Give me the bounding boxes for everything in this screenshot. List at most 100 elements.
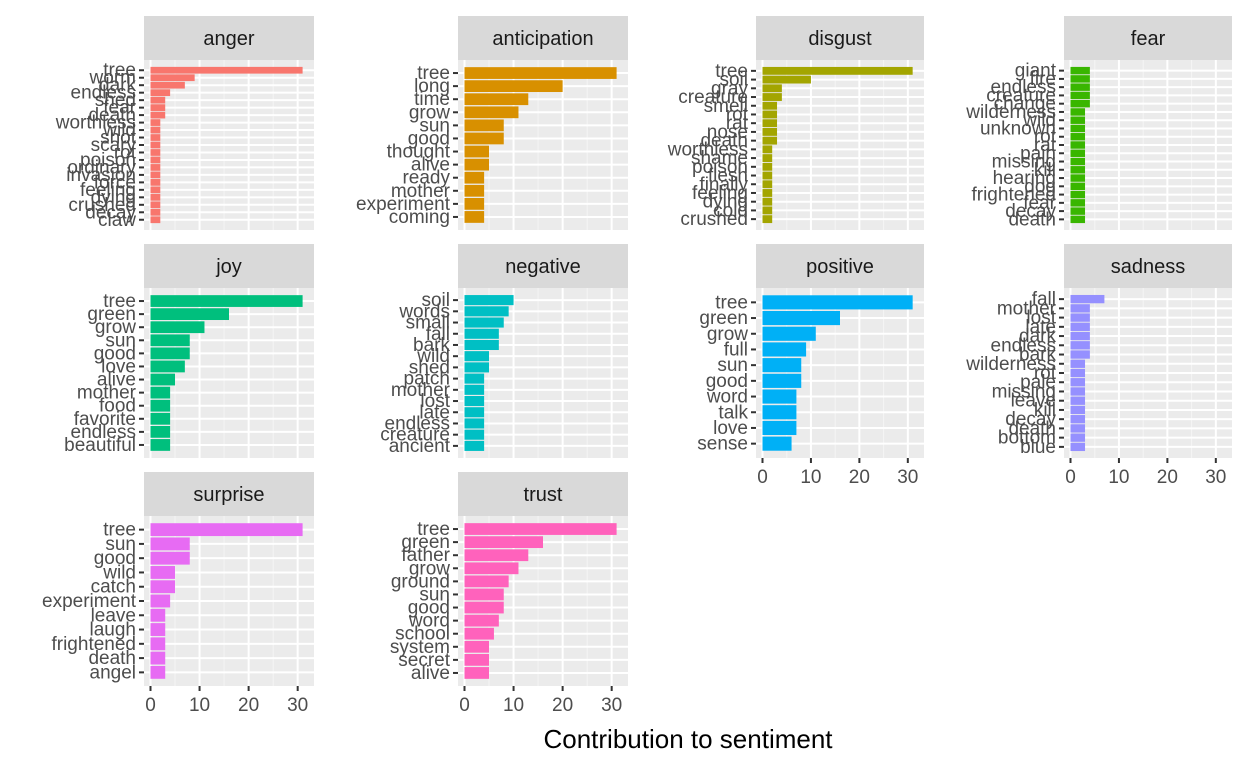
y-tick-label: talk [718,402,748,423]
y-tick-label: coming [389,207,450,228]
y-tick-label: death [88,105,136,126]
y-tick-label: kill [1034,160,1056,181]
y-tick-label: tree [417,63,450,84]
bar [150,186,161,194]
y-tick-label: sense [697,434,748,455]
bar [762,119,778,128]
y-tick-label: shame [691,148,748,169]
bar [150,439,171,451]
y-tick-label: creature [986,85,1056,106]
facet-strip-label: joy [215,256,242,278]
y-tick-label: wilderness [965,102,1056,123]
y-tick-label: word [408,611,450,632]
y-tick-label: experiment [42,591,137,612]
y-tick-label: pain [1020,143,1056,164]
y-tick-label: missing [992,381,1056,402]
y-tick-label: favorite [74,409,136,430]
bar [150,425,171,438]
y-tick-label: cold [713,200,748,221]
facet-strip-label: sadness [1111,256,1186,278]
y-tick-label: tree [417,519,450,540]
bar [150,373,176,386]
bar [762,171,773,180]
bar [150,208,161,216]
bar [464,80,563,93]
y-tick-label: worm [89,68,136,89]
bar [1070,433,1086,442]
bar [464,575,509,588]
facet-surprise: surprise treesungoodwildcatchexperimentle… [42,472,314,716]
bar [1070,190,1086,199]
bar [1070,378,1086,387]
y-tick-label: angel [90,662,137,683]
bar [150,537,190,551]
bar [464,362,490,373]
facet-strip-label: trust [524,484,563,506]
bar [762,373,802,388]
y-tick-label: ordinary [67,157,136,178]
y-tick-label: beautiful [64,435,136,456]
bar [762,405,797,420]
bar [762,127,778,136]
y-tick-label: lost [1026,308,1056,329]
bar [150,119,161,126]
bar [1070,75,1090,83]
y-tick-label: rat [726,113,749,134]
bar [150,386,171,399]
y-tick-label: endless [991,335,1057,356]
bar [1070,405,1086,415]
bar [464,328,499,339]
y-tick-label: word [706,387,748,408]
y-tick-label: thought [387,142,451,163]
y-tick-label: full [724,339,748,360]
y-tick-label: sun [105,534,136,555]
facet-strip [1064,244,1232,288]
y-tick-label: fire [1030,69,1056,90]
y-tick-label: kill [1034,400,1056,421]
y-tick-label: leave [1011,391,1056,412]
bar [150,580,176,594]
bar [762,189,773,197]
bar [464,106,519,119]
facet-positive: positive treegreengrowfullsungoodwordtalk… [697,244,924,488]
y-tick-label: frightened [51,634,136,655]
y-tick-label: worthless [667,139,748,160]
y-tick-label: rot [1034,127,1057,148]
x-tick-label: 10 [1108,467,1129,488]
y-tick-label: poison [692,157,748,178]
y-tick-label: feeling [80,180,136,201]
y-tick-label: smell [704,96,748,117]
y-tick-label: decay [85,202,136,223]
bar [150,149,161,156]
facet-strip [144,244,314,288]
x-tick-label: 10 [800,467,821,488]
y-tick-label: death [1008,209,1056,230]
bar [464,306,509,317]
y-tick-label: endless [71,83,137,104]
y-tick-label: decay [1005,409,1056,430]
bar [150,141,161,149]
x-tick-label: 10 [503,695,524,716]
facet-strip-label: fear [1131,28,1166,50]
y-tick-label: endless [385,413,451,434]
y-tick-label: tree [103,291,136,312]
y-tick-label: alive [97,370,136,391]
bar [1070,415,1086,424]
x-tick-label: 20 [552,695,573,716]
y-tick-label: dog [1024,176,1056,197]
facet-strip [1064,16,1232,60]
bar [464,601,504,614]
bar [464,640,490,653]
facet-strip [144,16,314,60]
facet-strip [756,16,924,60]
bar [150,66,303,74]
bar [150,164,161,171]
bar [464,119,504,132]
y-tick-label: shot [100,128,137,149]
bar [762,162,773,171]
y-tick-label: good [408,128,450,149]
bar [150,360,185,373]
y-tick-label: father [401,545,450,566]
y-tick-label: hearing [993,168,1056,189]
bar [1070,66,1090,75]
